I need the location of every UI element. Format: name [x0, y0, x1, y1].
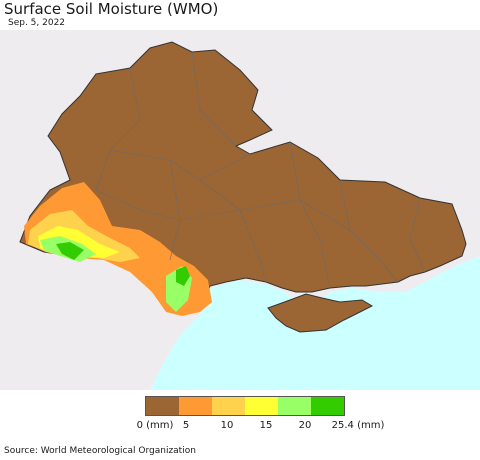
- legend-tick-5: 25.4 (mm): [331, 420, 385, 431]
- legend-tick-0: 0 (mm): [136, 420, 174, 431]
- moisture-very-high: [56, 242, 190, 286]
- soil-moisture-map: [0, 30, 480, 390]
- legend-swatch-2: [212, 397, 245, 415]
- crimea: [267, 293, 374, 333]
- map-title: Surface Soil Moisture (WMO): [4, 0, 219, 18]
- legend-tick-4: 20: [298, 420, 312, 431]
- legend: 0 (mm) 5 10 15 20 25.4 (mm): [0, 392, 480, 432]
- source-credit: Source: World Meteorological Organizatio…: [4, 446, 196, 456]
- oblast-borders: [95, 51, 426, 289]
- map-date: Sep. 5, 2022: [8, 18, 66, 28]
- legend-tick-1: 5: [182, 420, 190, 431]
- legend-swatch-0: [146, 397, 179, 415]
- legend-tick-3: 15: [259, 420, 273, 431]
- legend-swatch-4: [278, 397, 311, 415]
- legend-tick-2: 10: [220, 420, 234, 431]
- legend-swatch-1: [179, 397, 212, 415]
- legend-colorbar: [145, 396, 345, 416]
- legend-swatch-5: [311, 397, 344, 415]
- legend-swatch-3: [245, 397, 278, 415]
